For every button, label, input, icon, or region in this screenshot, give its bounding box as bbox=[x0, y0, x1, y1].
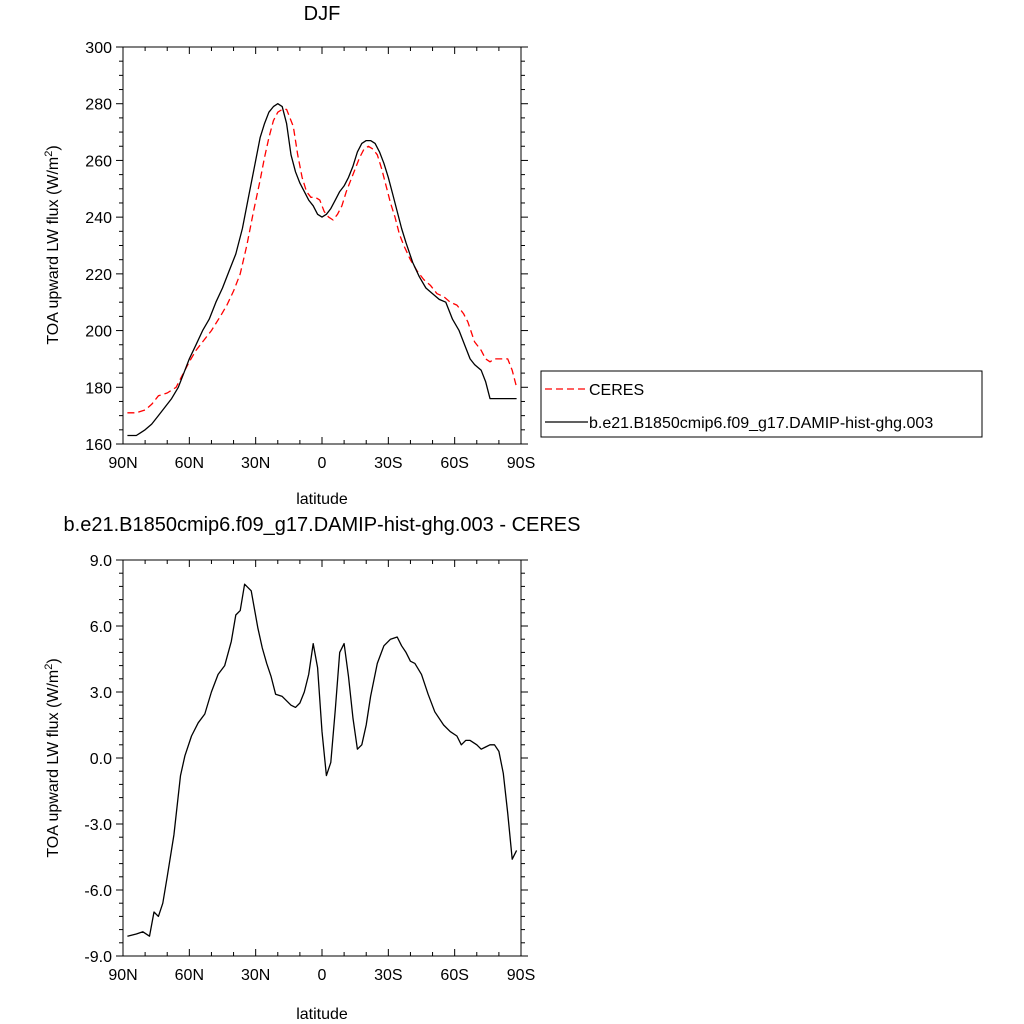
y-tick-label: 240 bbox=[85, 210, 112, 227]
series-line-difference bbox=[127, 583, 518, 937]
y-tick-label: 9.0 bbox=[90, 553, 112, 570]
legend-box bbox=[540, 370, 983, 438]
top-series-lines bbox=[127, 103, 518, 437]
series-line-b-e21-b1850cmip6-f09-g17-damip-hist-ghg-003 bbox=[127, 103, 517, 437]
legend-label-model: b.e21.B1850cmip6.f09_g17.DAMIP-hist-ghg.… bbox=[589, 415, 933, 432]
y-tick-label: 200 bbox=[85, 324, 112, 341]
bottom-panel: b.e21.B1850cmip6.f09_g17.DAMIP-hist-ghg.… bbox=[43, 514, 580, 1023]
bottom-plot-frame bbox=[122, 559, 522, 957]
x-tick-label: 90S bbox=[507, 967, 535, 984]
x-tick-label: 60N bbox=[175, 455, 204, 472]
top-plot-frame bbox=[122, 46, 522, 445]
y-tick-label: 220 bbox=[85, 267, 112, 284]
x-tick-label: 30N bbox=[241, 967, 270, 984]
x-tick-label: 30N bbox=[241, 455, 270, 472]
top-chart-title: DJF bbox=[304, 3, 341, 25]
x-tick-label: 90N bbox=[108, 967, 137, 984]
bottom-y-axis-label: TOA upward LW flux (W/m2) bbox=[43, 658, 62, 857]
x-tick-label: 30S bbox=[374, 967, 402, 984]
y-tick-label: -6.0 bbox=[84, 883, 112, 900]
x-tick-label: 0 bbox=[318, 455, 327, 472]
y-tick-label: 0.0 bbox=[90, 751, 112, 768]
x-tick-label: 90S bbox=[507, 455, 535, 472]
y-tick-label: -9.0 bbox=[84, 949, 112, 966]
x-tick-label: 0 bbox=[318, 967, 327, 984]
bottom-x-axis-label: latitude bbox=[296, 1006, 348, 1023]
y-tick-label: 280 bbox=[85, 97, 112, 114]
x-tick-label: 90N bbox=[108, 455, 137, 472]
top-x-axis-label: latitude bbox=[296, 491, 348, 508]
y-tick-label: 180 bbox=[85, 380, 112, 397]
top-axis-ticks: 90N 60N 30N 0 30S 60S 90S 160 180 200 220 240 260 280… bbox=[85, 40, 535, 472]
x-tick-label: 60N bbox=[175, 967, 204, 984]
bottom-series-lines bbox=[127, 583, 518, 937]
y-tick-label: -3.0 bbox=[84, 817, 112, 834]
y-tick-label: 3.0 bbox=[90, 685, 112, 702]
x-tick-label: 60S bbox=[440, 455, 468, 472]
y-tick-label: 260 bbox=[85, 153, 112, 170]
y-tick-label: 160 bbox=[85, 437, 112, 454]
top-panel: DJF 90N 60N 30N 0 30S 60S 90S 160 180 200 220 240 26… bbox=[43, 3, 535, 508]
x-tick-label: 30S bbox=[374, 455, 402, 472]
legend: CERES b.e21.B1850cmip6.f09_g17.DAMIP-his… bbox=[540, 370, 983, 438]
series-line-ceres bbox=[127, 108, 518, 414]
legend-label-ceres: CERES bbox=[589, 382, 644, 399]
top-y-axis-label: TOA upward LW flux (W/m2) bbox=[43, 145, 62, 344]
y-tick-label: 300 bbox=[85, 40, 112, 57]
x-tick-label: 60S bbox=[440, 967, 468, 984]
bottom-chart-title: b.e21.B1850cmip6.f09_g17.DAMIP-hist-ghg.… bbox=[64, 514, 581, 536]
y-tick-label: 6.0 bbox=[90, 619, 112, 636]
